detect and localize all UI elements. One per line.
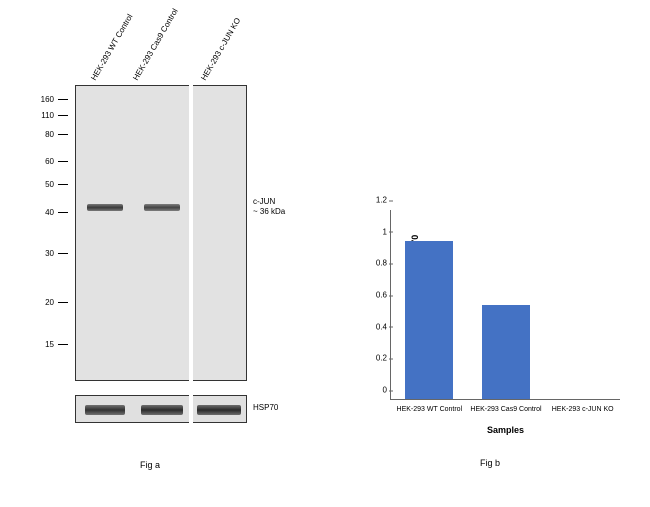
target-protein-label: c-JUN ~ 36 kDa	[253, 197, 285, 216]
mw-marker: 20	[30, 298, 70, 307]
y-tick: 0.6	[363, 291, 387, 300]
target-name: c-JUN	[253, 197, 285, 207]
mw-marker: 50	[30, 180, 70, 189]
mw-marker: 110	[30, 111, 70, 120]
figure-a-caption: Fig a	[140, 460, 160, 470]
lane-label: HEK-293 c-JUN KO	[199, 16, 242, 82]
hsp70-label: HSP70	[253, 403, 278, 413]
y-tick: 0	[363, 386, 387, 395]
y-tick: 0.2	[363, 354, 387, 363]
hsp70-band	[141, 405, 183, 415]
protein-band	[144, 204, 180, 211]
mw-marker: 80	[30, 130, 70, 139]
bar	[482, 305, 530, 399]
bar-chart: Expression normalized to HSP70 Samples 0…	[390, 210, 620, 400]
figure-b-panel: Expression normalized to HSP70 Samples 0…	[340, 200, 640, 460]
hsp70-band	[197, 405, 241, 415]
main-blot	[75, 85, 247, 381]
lane-label: HEK-293 WT Control	[89, 13, 134, 82]
mw-marker: 60	[30, 157, 70, 166]
figure-a-panel: HEK-293 WT Control HEK-293 Cas9 Control …	[0, 0, 330, 507]
y-tick: 1.2	[363, 196, 387, 205]
hsp70-blot	[75, 395, 247, 423]
mw-marker: 15	[30, 340, 70, 349]
mw-marker: 40	[30, 208, 70, 217]
mw-marker: 160	[30, 95, 70, 104]
y-tick: 0.8	[363, 259, 387, 268]
x-axis-label: Samples	[391, 425, 620, 435]
x-tick-label: HEK-293 WT Control	[397, 406, 463, 413]
lane-label: HEK-293 Cas9 Control	[131, 7, 179, 82]
mw-markers: 160 110 80 60 50 40 30 20 15	[30, 95, 70, 405]
x-tick-label: HEK-293 Cas9 Control	[470, 406, 541, 413]
figure-b-caption: Fig b	[480, 458, 500, 468]
protein-band	[87, 204, 123, 211]
hsp70-band	[85, 405, 125, 415]
target-mw: ~ 36 kDa	[253, 207, 285, 217]
lane-labels-group: HEK-293 WT Control HEK-293 Cas9 Control …	[77, 12, 247, 82]
x-tick-label: HEK-293 c-JUN KO	[552, 406, 614, 413]
bar	[405, 241, 453, 399]
y-tick: 1	[363, 227, 387, 236]
mw-marker: 30	[30, 249, 70, 258]
y-tick: 0.4	[363, 322, 387, 331]
